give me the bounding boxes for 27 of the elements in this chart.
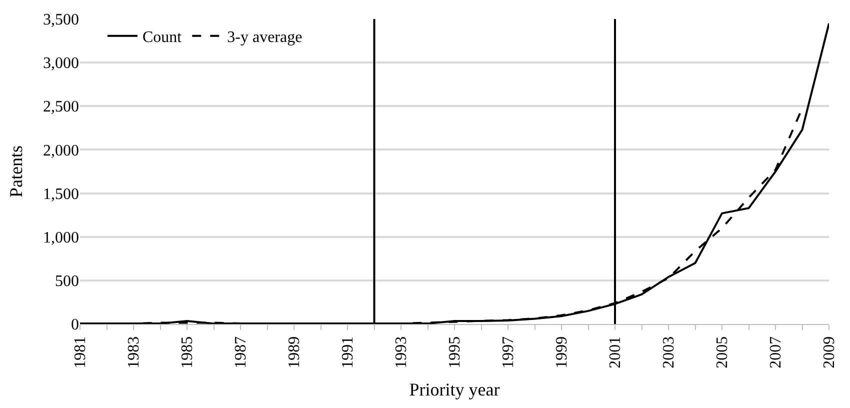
x-tick-label: 1983 — [126, 336, 143, 368]
x-tick-label: 2001 — [607, 336, 624, 368]
x-tick-label: 2003 — [660, 336, 678, 368]
x-tick-label: 1997 — [500, 336, 518, 368]
y-tick-label: 1,500 — [43, 186, 79, 203]
x-tick-label: 1999 — [554, 336, 571, 368]
legend-label: 3-y average — [227, 29, 302, 46]
x-axis-title: Priority year — [409, 380, 500, 400]
x-tick-label: 1987 — [232, 336, 250, 368]
y-axis-title: Patents — [6, 146, 26, 198]
y-tick-label: 500 — [55, 273, 79, 290]
x-tick-label: 2005 — [714, 336, 732, 368]
y-tick-label: 1,000 — [43, 229, 79, 246]
x-tick-label: 2007 — [768, 336, 785, 368]
legend-label: Count — [142, 29, 182, 46]
x-tick-label: 2009 — [821, 336, 838, 368]
y-tick-label: 3,000 — [43, 55, 79, 72]
y-tick-label: 2,500 — [43, 98, 79, 116]
y-tick-label: 3,500 — [43, 12, 79, 29]
x-tick-label: 1993 — [393, 336, 410, 368]
y-tick-label: 0 — [71, 316, 79, 334]
x-tick-label: 1985 — [179, 336, 196, 368]
y-tick-label: 2,000 — [43, 142, 79, 160]
x-tick-label: 1995 — [446, 336, 464, 368]
x-tick-label: 1991 — [340, 336, 357, 368]
x-tick-label: 1989 — [286, 336, 304, 368]
x-tick-label: 1981 — [72, 336, 90, 368]
